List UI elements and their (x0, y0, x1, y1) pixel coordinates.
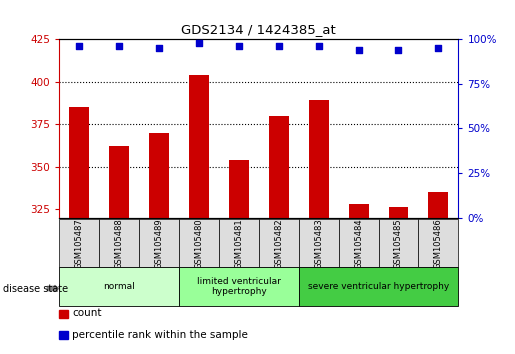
Bar (179, 267, 299, 306)
Bar (189, 75, 209, 218)
Text: GSM105484: GSM105484 (354, 218, 363, 269)
Text: GSM105480: GSM105480 (195, 218, 203, 269)
Bar (418, 219, 458, 267)
Text: GSM105481: GSM105481 (234, 218, 243, 269)
Point (115, 43, 123, 49)
Bar (139, 219, 179, 267)
Point (274, 43, 283, 49)
Bar (259, 219, 299, 267)
Text: GSM105485: GSM105485 (394, 218, 403, 269)
Bar (59, 267, 179, 306)
Text: disease state: disease state (3, 284, 67, 293)
Text: GSM105482: GSM105482 (274, 218, 283, 269)
Bar (308, 100, 329, 218)
Point (195, 40, 203, 45)
Text: normal: normal (103, 282, 135, 291)
Text: GSM105488: GSM105488 (115, 218, 124, 269)
Text: GSM105489: GSM105489 (154, 218, 163, 269)
Text: count: count (72, 308, 101, 318)
Text: GSM105487: GSM105487 (75, 218, 83, 269)
Point (315, 43, 323, 49)
Bar (349, 204, 369, 218)
Bar (428, 192, 449, 218)
Bar (59, 219, 99, 267)
Text: severe ventricular hypertrophy: severe ventricular hypertrophy (308, 282, 449, 291)
Bar (379, 219, 418, 267)
Point (155, 45, 163, 51)
Text: percentile rank within the sample: percentile rank within the sample (72, 330, 248, 339)
Bar (339, 219, 379, 267)
Bar (179, 219, 219, 267)
Bar (219, 219, 259, 267)
Point (354, 47, 363, 52)
Bar (299, 219, 339, 267)
Point (235, 43, 243, 49)
Bar (109, 146, 129, 218)
Bar (388, 207, 408, 218)
Bar (99, 219, 139, 267)
Bar (229, 160, 249, 218)
Bar (269, 115, 289, 218)
Title: GDS2134 / 1424385_at: GDS2134 / 1424385_at (181, 23, 336, 36)
Bar (299, 267, 458, 306)
Point (394, 47, 403, 52)
Point (75, 43, 83, 49)
Point (434, 45, 442, 51)
Text: limited ventricular
hypertrophy: limited ventricular hypertrophy (197, 277, 281, 296)
Text: GSM105486: GSM105486 (434, 218, 443, 269)
Bar (149, 133, 169, 218)
Text: GSM105483: GSM105483 (314, 218, 323, 269)
Bar (69, 107, 89, 218)
